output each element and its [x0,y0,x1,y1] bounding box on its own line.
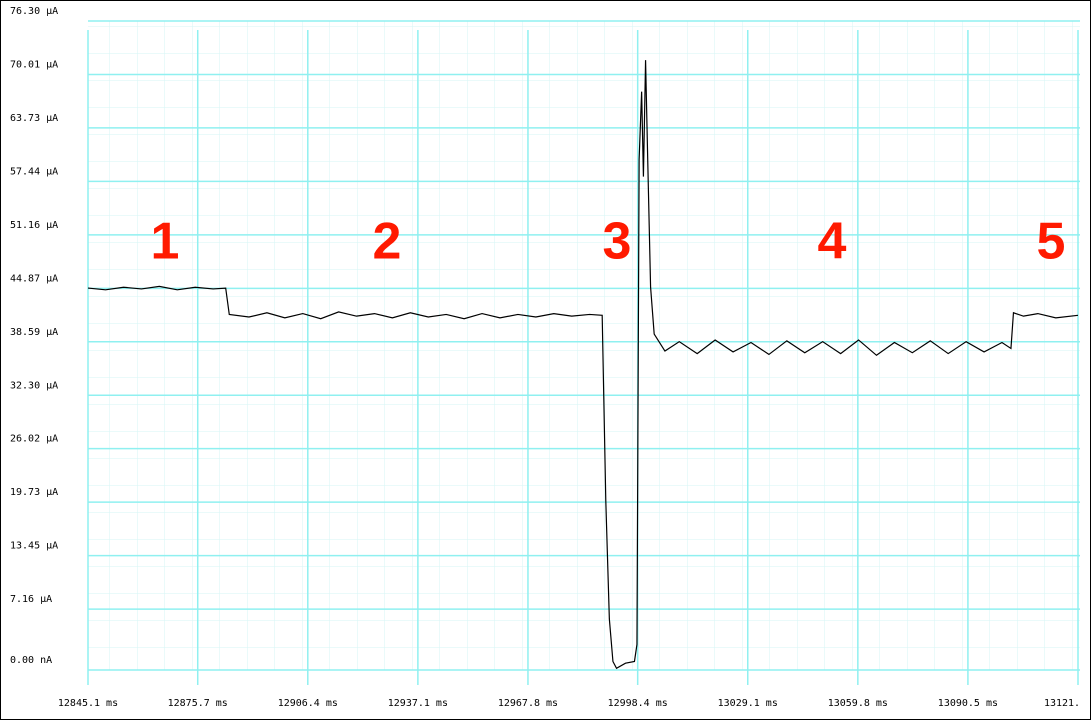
y-tick-label: 13.45 µA [10,541,58,552]
y-tick-label: 76.30 µA [10,6,58,17]
y-tick-label: 26.02 µA [10,434,58,445]
x-tick-label: 13029.1 ms [718,698,778,709]
annotation: 1 [151,213,180,271]
y-tick-label: 63.73 µA [10,113,58,124]
y-tick-label: 70.01 µA [10,60,58,71]
annotation: 5 [1037,213,1066,271]
x-tick-label: 13121. [1044,698,1080,709]
x-tick-label: 13059.8 ms [828,698,888,709]
x-tick-label: 12967.8 ms [498,698,558,709]
annotation: 3 [603,213,632,271]
x-tick-label: 12937.1 ms [388,698,448,709]
series-line [87,60,1079,670]
annotation: 2 [373,213,402,271]
y-tick-label: 7.16 µA [10,594,52,605]
y-tick-label: 51.16 µA [10,220,58,231]
minor-grid [88,21,1080,670]
y-tick-label: 38.59 µA [10,327,58,338]
x-tick-label: 12998.4 ms [608,698,668,709]
x-tick-label: 12875.7 ms [168,698,228,709]
y-tick-label: 32.30 µA [10,380,58,391]
y-tick-label: 57.44 µA [10,166,58,177]
y-tick-label: 0.00 nA [10,655,52,666]
x-tick-label: 13090.5 ms [938,698,998,709]
y-tick-label: 44.87 µA [10,273,58,284]
annotation: 4 [818,213,847,271]
y-tick-label: 19.73 µA [10,487,58,498]
x-tick-label: 12906.4 ms [278,698,338,709]
x-tick-label: 12845.1 ms [58,698,118,709]
